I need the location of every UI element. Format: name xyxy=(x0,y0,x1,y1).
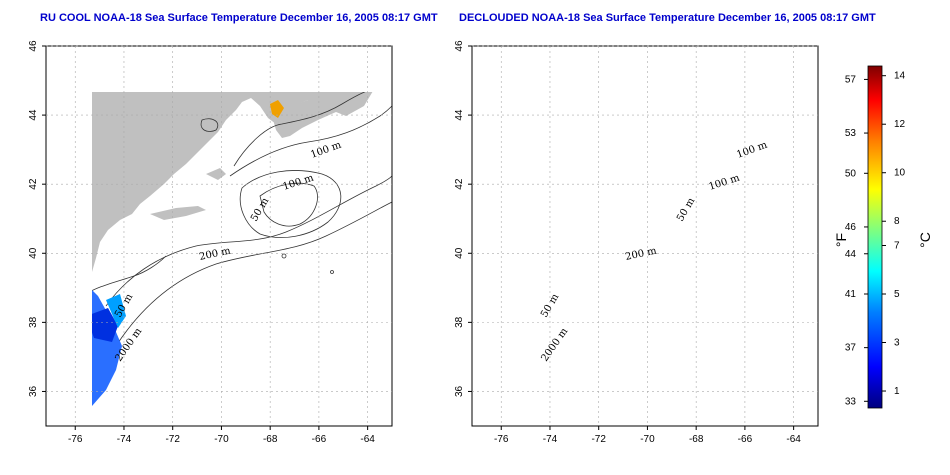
lat-tick-label: 42 xyxy=(28,178,39,190)
lon-tick-label: -68 xyxy=(689,434,704,445)
lat-tick-label: 36 xyxy=(28,385,39,397)
lat-tick-label: 38 xyxy=(454,316,465,328)
contour-label-2000m: 2000 m xyxy=(539,326,570,364)
left-panel-title: RU COOL NOAA-18 Sea Surface Temperature … xyxy=(40,12,438,24)
contour-label-100m-georges: 100 m xyxy=(708,172,742,192)
lon-tick-label: -74 xyxy=(117,434,132,445)
lon-tick-label: -76 xyxy=(68,434,83,445)
cb-f-tick-label: 53 xyxy=(845,128,857,139)
cb-f-tick-label: 50 xyxy=(845,168,857,179)
cb-c-tick-label: 14 xyxy=(894,71,906,82)
cb-f-tick-label: 44 xyxy=(845,249,857,260)
cb-f-tick-label: 37 xyxy=(845,343,857,354)
left-map-frame xyxy=(45,45,393,427)
colorbar-fahrenheit-ticks: 57 53 50 46 44 41 37 33 xyxy=(845,74,868,407)
lon-tick-label: -66 xyxy=(312,434,327,445)
colorbar-celsius-ticks: 14 12 10 8 7 5 3 1 xyxy=(882,71,906,397)
contour-label-50m-georges: 50 m xyxy=(675,196,697,224)
lon-tick-label: -64 xyxy=(360,434,375,445)
cb-c-tick-label: 5 xyxy=(894,289,900,300)
lon-tick-label: -66 xyxy=(738,434,753,445)
lat-tick-label: 46 xyxy=(454,40,465,52)
lon-tick-label: -70 xyxy=(640,434,655,445)
lon-tick-label: -68 xyxy=(263,434,278,445)
cb-f-tick-label: 46 xyxy=(845,222,857,233)
lat-tick-label: 44 xyxy=(454,109,465,121)
lat-tick-label: 42 xyxy=(454,178,465,190)
lon-tick-label: -74 xyxy=(543,434,558,445)
right-map-panel: -76 -74 -72 -70 -68 -66 -64 46 44 42 40 38 36 100 m … xyxy=(454,40,819,445)
cb-f-tick-label: 33 xyxy=(845,396,857,407)
contour-label-100m-north: 100 m xyxy=(735,139,769,160)
cb-c-tick-label: 3 xyxy=(894,338,900,349)
cb-c-tick-label: 10 xyxy=(894,168,906,179)
lon-tick-label: -70 xyxy=(214,434,229,445)
cb-c-tick-label: 8 xyxy=(894,216,900,227)
cb-c-tick-label: 7 xyxy=(894,240,900,251)
sst-swath xyxy=(498,322,524,424)
right-panel-title: DECLOUDED NOAA-18 Sea Surface Temperatur… xyxy=(459,12,876,24)
left-axis-ticks: -76 -74 -72 -70 -68 -66 -64 46 44 42 40 38 36 xyxy=(28,40,375,445)
sst-swath xyxy=(92,290,126,406)
lon-tick-label: -76 xyxy=(494,434,509,445)
right-grid xyxy=(472,45,818,426)
lon-tick-label: -72 xyxy=(165,434,180,445)
lat-tick-label: 40 xyxy=(454,247,465,259)
lat-tick-label: 46 xyxy=(28,40,39,52)
celsius-unit-label: °C xyxy=(917,232,933,248)
contour-label-200m: 200 m xyxy=(624,245,658,262)
cb-c-tick-label: 1 xyxy=(894,386,900,397)
contour-label-50m-south: 50 m xyxy=(539,292,561,320)
lat-tick-label: 36 xyxy=(454,385,465,397)
right-map-frame xyxy=(471,45,819,427)
lat-tick-label: 38 xyxy=(28,316,39,328)
cb-c-tick-label: 12 xyxy=(894,119,906,130)
warm-spot xyxy=(270,100,284,118)
fahrenheit-unit-label: °F xyxy=(833,233,849,247)
cb-f-tick-label: 57 xyxy=(845,74,857,85)
lon-tick-label: -64 xyxy=(786,434,801,445)
right-contour-labels: 100 m 100 m 50 m 200 m 50 m 2000 m xyxy=(539,139,769,363)
lat-tick-label: 44 xyxy=(28,109,39,121)
right-axis-ticks: -76 -74 -72 -70 -68 -66 -64 46 44 42 40 38 36 xyxy=(454,40,801,445)
lon-tick-label: -72 xyxy=(591,434,606,445)
left-grid xyxy=(46,45,392,426)
cb-f-tick-label: 41 xyxy=(845,289,857,300)
lat-tick-label: 40 xyxy=(28,247,39,259)
colorbar-gradient xyxy=(867,65,883,409)
